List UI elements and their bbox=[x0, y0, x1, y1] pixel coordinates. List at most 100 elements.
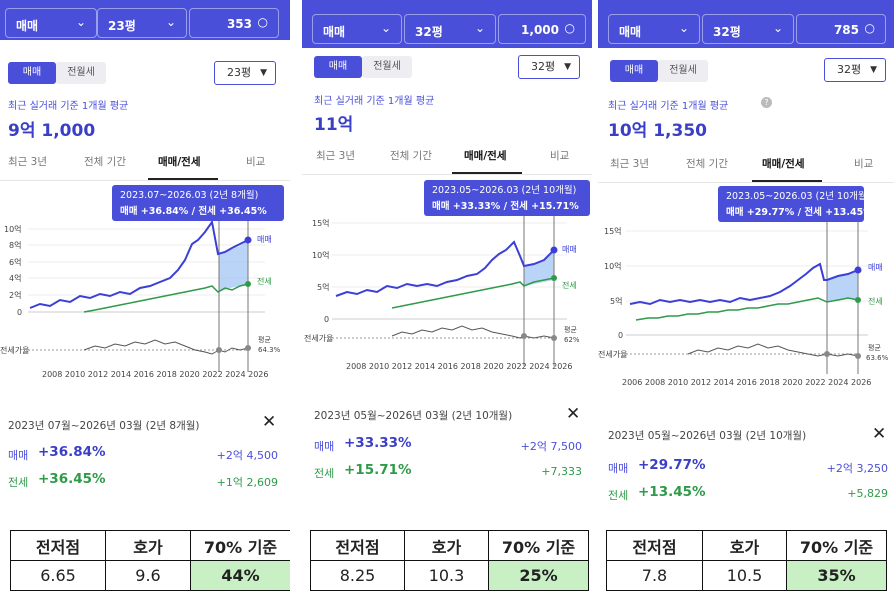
avg-label: 최근 실거래 기준 1개월 평균 bbox=[314, 96, 435, 107]
tab-all-period[interactable]: 전체 기간 bbox=[84, 156, 126, 168]
avg-label: 최근 실거래 기준 1개월 평균 bbox=[8, 101, 129, 112]
lease-series-label: 전세 bbox=[562, 280, 577, 290]
sale-amount: +2억 4,500 bbox=[216, 449, 278, 462]
avg-ratio-label: 평균 bbox=[564, 325, 577, 334]
avg-ratio-value: 62% bbox=[564, 336, 580, 344]
lease-pct: +15.71% bbox=[344, 462, 412, 478]
lease-price-line bbox=[391, 277, 555, 309]
tab-recent-3y[interactable]: 최근 3년 bbox=[8, 156, 47, 168]
toggle-sale[interactable]: 매매 bbox=[8, 62, 56, 84]
close-icon[interactable]: ✕ bbox=[566, 404, 581, 424]
sale-endpoint-dot bbox=[854, 266, 862, 274]
panel-2: 매매 ⌄ 32평 ⌄ 1,000 ○ 매매 전월세 32평 ▼ 최근 실거래 기… bbox=[302, 0, 592, 600]
chevron-down-icon: ⌄ bbox=[678, 21, 689, 35]
tooltip-change: 매매 +29.77% / 전세 +13.45% bbox=[726, 206, 868, 218]
x-axis-ticks: 2006 2008 2010 2012 2014 2016 2018 2020 … bbox=[622, 378, 871, 387]
toggle-lease[interactable]: 전월세 bbox=[658, 60, 708, 82]
lease-endpoint-dot bbox=[245, 281, 251, 287]
pyeong-select-label: 32평 bbox=[837, 63, 862, 76]
search-count-button[interactable]: 353 ○ bbox=[189, 8, 279, 38]
chevron-down-icon: ⌄ bbox=[165, 15, 176, 29]
tooltip-change: 매매 +36.84% / 전세 +36.45% bbox=[120, 205, 267, 217]
toggle-lease[interactable]: 전월세 bbox=[56, 62, 106, 84]
y-tick: 15억 bbox=[604, 226, 622, 236]
tooltip-period: 2023.05~2026.03 (2년 10개월) bbox=[726, 190, 868, 202]
size-select[interactable]: 32평 ⌄ bbox=[404, 14, 496, 44]
sale-price-line bbox=[29, 219, 249, 309]
toggle-sale[interactable]: 매매 bbox=[314, 56, 362, 78]
toggle-lease[interactable]: 전월세 bbox=[362, 56, 412, 78]
tab-recent-3y[interactable]: 최근 3년 bbox=[316, 150, 355, 162]
triangle-down-icon: ▼ bbox=[260, 68, 267, 78]
tab-recent-3y[interactable]: 최근 3년 bbox=[610, 158, 649, 170]
score-header-row: 전저점 호가 70% 기준 bbox=[10, 530, 290, 561]
active-tab-underline bbox=[752, 180, 822, 182]
sale-series-label: 매매 bbox=[868, 263, 883, 272]
value-asking: 10.5 bbox=[702, 560, 787, 591]
y-tick: 10억 bbox=[4, 224, 22, 234]
lease-ratio-line bbox=[391, 325, 555, 339]
value-70-basis: 44% bbox=[190, 560, 290, 591]
value-low-point: 6.65 bbox=[10, 560, 106, 591]
tab-divider bbox=[0, 180, 290, 181]
lease-endpoint-dot bbox=[551, 275, 557, 281]
avg-price: 10억 1,350 bbox=[608, 121, 707, 141]
sale-amount: +2억 7,500 bbox=[520, 440, 582, 453]
close-icon[interactable]: ✕ bbox=[872, 424, 887, 444]
lease-pct: +13.45% bbox=[638, 484, 706, 500]
tab-all-period[interactable]: 전체 기간 bbox=[686, 158, 728, 170]
trade-type-label: 매매 bbox=[16, 19, 39, 33]
active-tab-underline bbox=[148, 178, 218, 180]
header-asking: 호가 bbox=[702, 530, 787, 561]
size-select[interactable]: 23평 ⌄ bbox=[97, 8, 187, 38]
close-icon[interactable]: ✕ bbox=[262, 412, 277, 432]
ratio-start-dot bbox=[824, 351, 830, 357]
sale-pct: +36.84% bbox=[38, 444, 106, 460]
search-icon: ○ bbox=[564, 21, 575, 35]
sale-endpoint-dot bbox=[550, 246, 558, 254]
lease-label: 전세 bbox=[314, 467, 335, 480]
value-asking: 9.6 bbox=[105, 560, 191, 591]
pyeong-select[interactable]: 32평 ▼ bbox=[824, 58, 886, 82]
toggle-sale[interactable]: 매매 bbox=[610, 60, 658, 82]
size-select[interactable]: 32평 ⌄ bbox=[702, 14, 794, 44]
chart-tabs: 최근 3년 전체 기간 매매/전세 비교 bbox=[598, 156, 894, 184]
pyeong-select-label: 32평 bbox=[531, 60, 556, 73]
size-label: 32평 bbox=[415, 25, 443, 39]
search-count-button[interactable]: 1,000 ○ bbox=[498, 14, 586, 44]
trade-type-select[interactable]: 매매 ⌄ bbox=[608, 14, 700, 44]
avg-ratio-label: 평균 bbox=[868, 343, 881, 352]
search-count-button[interactable]: 785 ○ bbox=[796, 14, 886, 44]
sale-pct: +33.33% bbox=[344, 435, 412, 451]
x-axis-ticks: 2008 2010 2012 2014 2016 2018 2020 2022 … bbox=[346, 362, 572, 371]
header-70-basis: 70% 기준 bbox=[190, 530, 290, 561]
period-fill bbox=[219, 240, 248, 292]
tab-sale-lease[interactable]: 매매/전세 bbox=[158, 156, 201, 168]
lease-price-line bbox=[83, 283, 249, 313]
lease-price-line bbox=[635, 297, 859, 321]
score-value-row: 6.65 9.6 44% bbox=[10, 560, 290, 591]
trade-type-select[interactable]: 매매 ⌄ bbox=[312, 14, 402, 44]
tooltip-change: 매매 +33.33% / 전세 +15.71% bbox=[432, 200, 579, 212]
tab-all-period[interactable]: 전체 기간 bbox=[390, 150, 432, 162]
y-tick: 0 bbox=[324, 315, 329, 324]
tab-compare[interactable]: 비교 bbox=[854, 158, 874, 170]
avg-price: 9억 1,000 bbox=[8, 121, 96, 141]
tab-compare[interactable]: 비교 bbox=[550, 150, 570, 162]
ratio-end-dot bbox=[245, 345, 251, 351]
tab-sale-lease[interactable]: 매매/전세 bbox=[762, 158, 805, 170]
triangle-down-icon: ▼ bbox=[564, 62, 571, 72]
lease-ratio-line bbox=[83, 339, 249, 355]
value-70-basis: 35% bbox=[786, 560, 887, 591]
panel-3: 매매 ⌄ 32평 ⌄ 785 ○ 매매 전월세 32평 ▼ 최근 실거래 기준 … bbox=[598, 0, 894, 600]
lease-label: 전세 bbox=[8, 476, 29, 489]
tab-compare[interactable]: 비교 bbox=[246, 156, 266, 168]
trade-type-select[interactable]: 매매 ⌄ bbox=[5, 8, 97, 38]
pyeong-select[interactable]: 32평 ▼ bbox=[518, 55, 580, 79]
tab-sale-lease[interactable]: 매매/전세 bbox=[464, 150, 507, 162]
info-icon[interactable]: ? bbox=[761, 97, 772, 108]
period-tooltip: 2023.05~2026.03 (2년 10개월) 매매 +33.33% / 전… bbox=[424, 180, 590, 216]
pyeong-select[interactable]: 23평 ▼ bbox=[214, 61, 276, 85]
lease-pct: +36.45% bbox=[38, 471, 106, 487]
sale-series-label: 매매 bbox=[257, 235, 272, 244]
